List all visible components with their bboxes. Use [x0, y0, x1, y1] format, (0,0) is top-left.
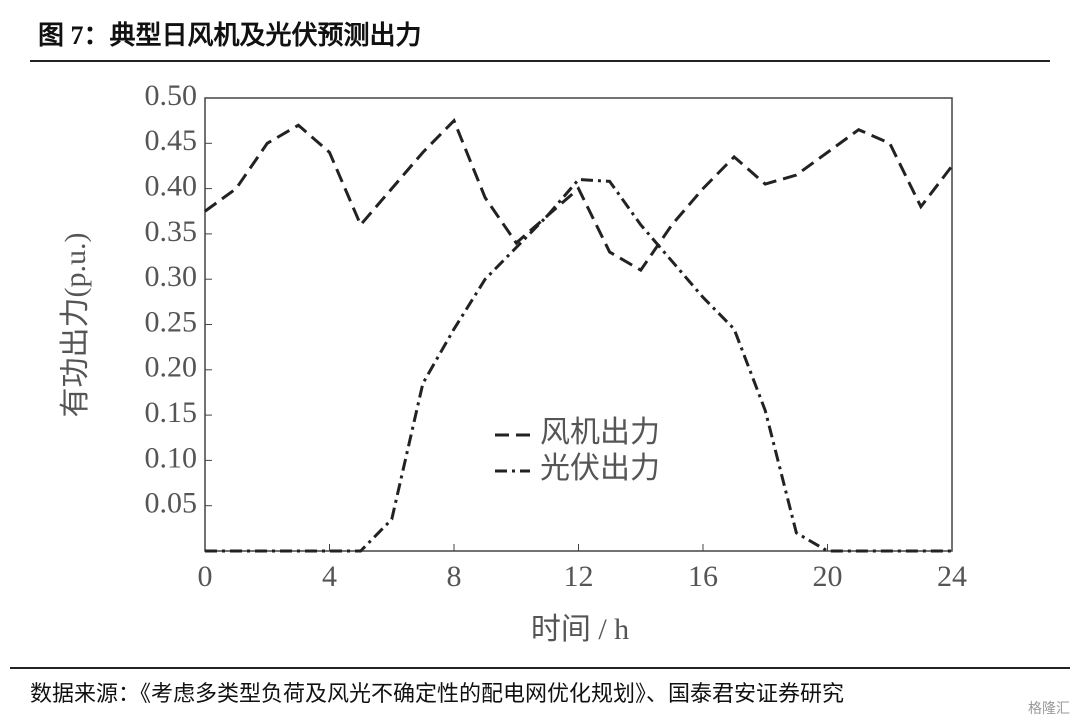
y-tick-label: 0.30 [145, 260, 198, 293]
x-tick-label: 0 [198, 560, 213, 593]
series-line [204, 117, 954, 273]
legend-label: 光伏出力 [540, 452, 660, 485]
legend-label: 风机出力 [540, 416, 660, 449]
chart-title: 图 7：典型日风机及光伏预测出力 [38, 21, 422, 50]
source: 数据来源：《考虑多类型负荷及风光不确定性的配电网优化规划》、国泰君安证券研究 [30, 681, 844, 706]
series-line [205, 177, 952, 553]
x-tick-label: 8 [447, 560, 462, 593]
y-tick-label: 0.45 [145, 124, 198, 157]
y-tick-label: 0.15 [145, 396, 198, 429]
y-tick-label: 0.05 [145, 487, 198, 520]
y-axis-label: 有功出力(p.u.) [59, 233, 92, 418]
x-tick-label: 12 [564, 560, 594, 593]
y-tick-label: 0.25 [145, 305, 198, 338]
y-tick-label: 0.35 [145, 215, 198, 248]
y-tick-label: 0.20 [145, 351, 198, 384]
x-axis-label: 时间 / h [531, 613, 629, 646]
x-tick-label: 24 [937, 560, 967, 593]
x-tick-label: 16 [688, 560, 718, 593]
y-tick-label: 0.10 [145, 441, 198, 474]
y-tick-label: 0.50 [145, 79, 198, 112]
watermark: 格隆汇 [1028, 701, 1070, 717]
x-tick-label: 4 [322, 560, 337, 593]
y-tick-label: 0.40 [145, 169, 198, 202]
x-tick-label: 20 [813, 560, 843, 593]
